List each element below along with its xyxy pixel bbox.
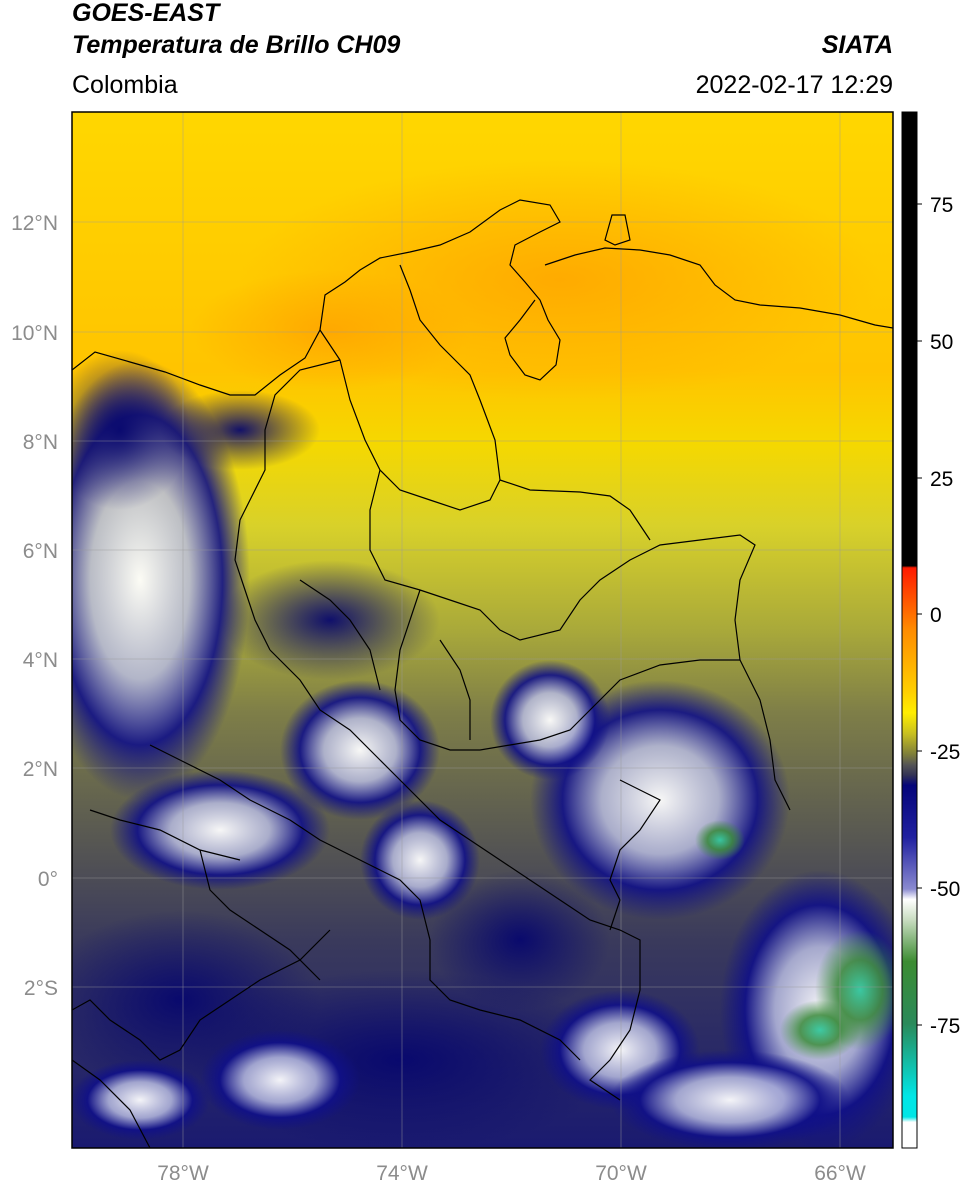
lat-tick-label: 2°N — [23, 758, 58, 781]
colorbar: 75 50 25 0 -25 -50 -75 — [901, 111, 960, 1149]
lon-axis: 78°W 74°W 70°W 66°W — [157, 1162, 866, 1185]
colorbar-gradient — [901, 111, 918, 1149]
lon-tick-label: 66°W — [814, 1162, 866, 1185]
satellite-image — [72, 112, 893, 1148]
lat-tick-label: 10°N — [11, 322, 58, 345]
lon-tick-label: 74°W — [376, 1162, 428, 1185]
colorbar-tick-label: 75 — [930, 194, 953, 217]
colorbar-tick-label: -50 — [930, 878, 960, 901]
lat-tick-label: 0° — [38, 868, 58, 891]
lon-tick-label: 70°W — [595, 1162, 647, 1185]
source-label: SIATA — [821, 31, 893, 59]
lat-tick-label: 8°N — [23, 431, 58, 454]
colorbar-tick-label: 0 — [930, 604, 942, 627]
lat-tick-label: 12°N — [11, 212, 58, 235]
timestamp: 2022-02-17 12:29 — [695, 71, 893, 99]
colorbar-tick-label: -25 — [930, 741, 960, 764]
lat-tick-label: 2°S — [24, 977, 58, 1000]
title-satellite: GOES-EAST — [72, 0, 220, 27]
map-frame — [71, 111, 894, 1149]
colorbar-tick-label: 25 — [930, 468, 953, 491]
colorbar-tick-label: 50 — [930, 331, 953, 354]
graticule — [72, 112, 893, 1148]
lat-tick-label: 6°N — [23, 540, 58, 563]
subtitle-region: Colombia — [72, 71, 178, 99]
boundaries — [72, 199, 893, 1148]
colorbar-tick-label: -75 — [930, 1015, 960, 1038]
lon-tick-label: 78°W — [157, 1162, 209, 1185]
title-product: Temperatura de Brillo CH09 — [72, 31, 401, 59]
lat-axis: 12°N 10°N 8°N 6°N 4°N 2°N 0° 2°S — [11, 212, 58, 1000]
lat-tick-label: 4°N — [23, 649, 58, 672]
